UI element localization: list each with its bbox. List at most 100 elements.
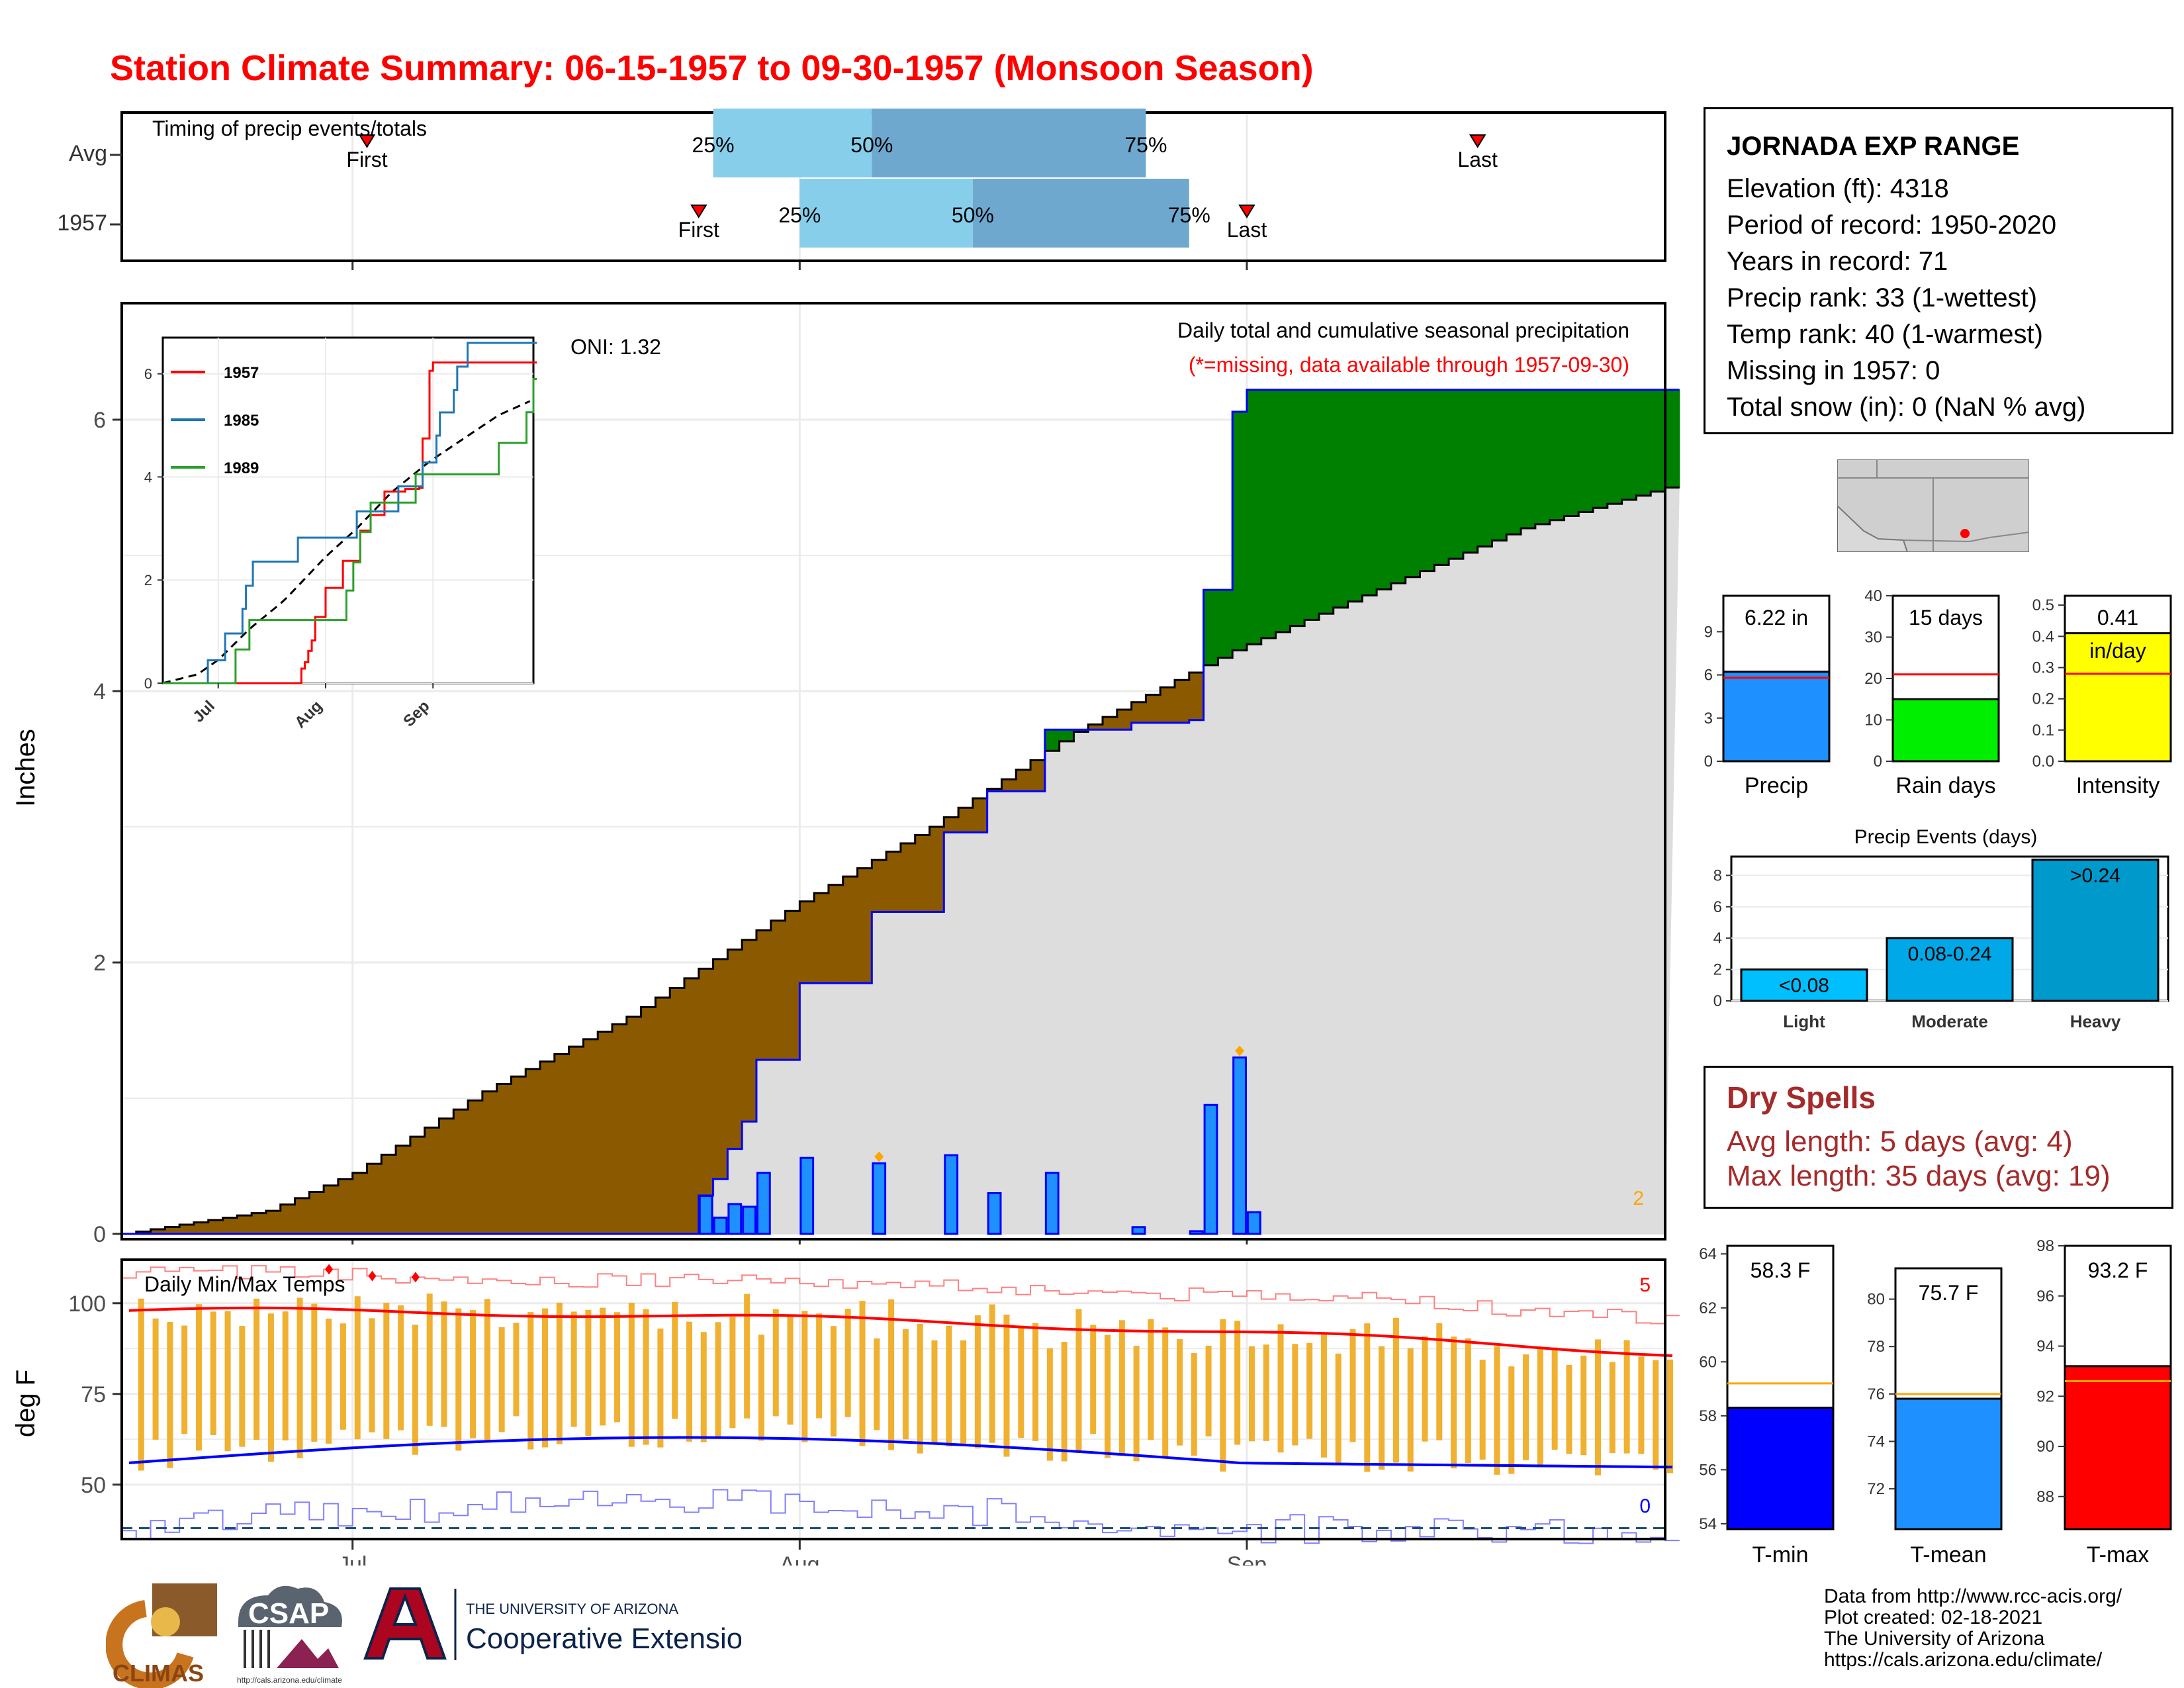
page-title: Station Climate Summary: 06-15-1957 to 0… bbox=[110, 48, 1314, 88]
temp-bottom-count: 0 bbox=[1639, 1495, 1651, 1517]
daily-temp-bar bbox=[210, 1311, 216, 1436]
daily-temp-bar bbox=[1551, 1347, 1558, 1450]
daily-temp-bar bbox=[700, 1332, 707, 1442]
summary-tick-label: 0.3 bbox=[2032, 659, 2054, 677]
summary-tick-label: 0 bbox=[1704, 753, 1713, 771]
deficit-band bbox=[324, 1185, 339, 1234]
timing-bars: 25% 50% 75% First Last 25% 50% 75% First Last bbox=[110, 109, 1498, 248]
daily-precip-bar bbox=[698, 1195, 713, 1235]
deficit-band bbox=[842, 876, 858, 984]
station-missing: Missing in 1957: 0 bbox=[1727, 356, 1940, 385]
avg-cumulative-line bbox=[122, 487, 1680, 1235]
deficit-band bbox=[684, 978, 700, 1234]
temp-summary-tick-label: 98 bbox=[2036, 1237, 2054, 1255]
deficit-band bbox=[886, 851, 901, 912]
daily-temp-bar bbox=[657, 1329, 664, 1448]
daily-temp-bar bbox=[946, 1325, 952, 1446]
daily-temp-bar bbox=[556, 1302, 563, 1444]
daily-temp-bar bbox=[570, 1311, 577, 1427]
daily-temp-bar bbox=[195, 1304, 202, 1451]
daily-temp-bar bbox=[152, 1318, 159, 1440]
deficit-band bbox=[785, 911, 800, 1060]
summary-bar bbox=[1891, 698, 2000, 763]
surplus-band bbox=[1564, 389, 1579, 516]
station-snow: Total snow (in): 0 (NaN % avg) bbox=[1727, 393, 2086, 422]
surplus-band bbox=[1362, 389, 1377, 596]
deficit-band bbox=[900, 843, 916, 912]
deficit-band bbox=[237, 1215, 252, 1234]
timing-last-marker bbox=[1238, 205, 1255, 218]
timing-row-avg: Avg bbox=[69, 141, 107, 166]
deficit-band bbox=[468, 1100, 483, 1234]
daily-temp-bar bbox=[888, 1299, 895, 1450]
deficit-band bbox=[872, 860, 887, 912]
daily-temp-bar bbox=[267, 1313, 274, 1462]
record-high-line bbox=[122, 1265, 1680, 1325]
deficit-band bbox=[569, 1047, 584, 1234]
summary-value: 0.41 bbox=[2097, 606, 2138, 630]
daily-temp-bar bbox=[686, 1321, 692, 1442]
temp-series bbox=[122, 1264, 1680, 1544]
daily-temp-bar bbox=[1162, 1327, 1169, 1457]
surplus-band bbox=[1405, 389, 1421, 577]
daily-temp-bar bbox=[859, 1301, 866, 1446]
deficit-band bbox=[583, 1039, 598, 1234]
summary-tick-label: 0 bbox=[1874, 753, 1882, 771]
deficit-band bbox=[525, 1068, 541, 1234]
precip-y-tick-label: 6 bbox=[93, 408, 106, 433]
summary-bars-group: 6.22 in 0 3 6 9 Precip 15 days 0 10 20 30 40 Rain da… bbox=[1704, 587, 2172, 798]
daily-temp-bar bbox=[1220, 1319, 1226, 1472]
deficit-band bbox=[251, 1213, 267, 1234]
temp-label: Daily Min/Max Temps bbox=[144, 1272, 345, 1296]
summary-tick-label: 0.1 bbox=[2032, 722, 2054, 739]
events-tick-label: 6 bbox=[1713, 898, 1722, 916]
inset-1985-line bbox=[163, 342, 537, 684]
deficit-band bbox=[1116, 709, 1132, 730]
daily-temp-bar bbox=[1306, 1342, 1313, 1439]
deficit-band bbox=[1030, 760, 1046, 792]
timing-pct-label: 50% bbox=[952, 203, 994, 227]
ua-a-mark bbox=[363, 1587, 447, 1660]
temp-summary-value: 75.7 F bbox=[1919, 1281, 1979, 1305]
events-tick-label: 4 bbox=[1713, 929, 1722, 947]
temp-summary-tick-label: 78 bbox=[1867, 1338, 1885, 1356]
surplus-band bbox=[1578, 389, 1594, 512]
surplus-band bbox=[1434, 389, 1449, 565]
precip-events-chart: Precip Events (days) 0 2 4 6 8 <0.08 Light 0.08… bbox=[1713, 826, 2169, 1031]
surplus-band bbox=[1290, 389, 1305, 626]
daily-temp-bar bbox=[1090, 1325, 1097, 1434]
deficit-band bbox=[756, 930, 772, 1060]
deficit-band bbox=[828, 884, 844, 984]
precip-y-tick-label: 0 bbox=[93, 1222, 106, 1244]
surplus-band bbox=[1275, 389, 1291, 632]
deficit-band bbox=[367, 1164, 382, 1234]
temp-y-ticks: 50 75 100 bbox=[68, 1291, 122, 1498]
precip-daily-bars bbox=[698, 1045, 1261, 1235]
station-info-panel: JORNADA EXP RANGE Elevation (ft): 4318 P… bbox=[1704, 107, 2173, 434]
inset-y-tick-label: 6 bbox=[144, 366, 152, 383]
avg-tmin-line bbox=[128, 1436, 1672, 1469]
daily-temp-bar bbox=[354, 1296, 361, 1440]
inset-legend-label: 1985 bbox=[224, 412, 259, 430]
daily-temp-bar bbox=[1205, 1345, 1212, 1436]
temp-summary-tick-label: 74 bbox=[1867, 1432, 1885, 1450]
dry-spells-max: Max length: 35 days (avg: 19) bbox=[1727, 1160, 2111, 1192]
deficit-band bbox=[295, 1198, 310, 1234]
climas-text: CLIMAS bbox=[113, 1660, 204, 1687]
daily-temp-bar bbox=[326, 1318, 332, 1444]
timing-quartile-upper bbox=[972, 179, 1189, 248]
daily-temp-bar bbox=[398, 1305, 404, 1430]
summary-tick-label: 40 bbox=[1864, 587, 1882, 605]
temp-y-tick-label: 50 bbox=[81, 1473, 106, 1498]
precip-corner-count: 2 bbox=[1633, 1188, 1644, 1209]
deficit-band bbox=[727, 949, 743, 1149]
daily-temp-bar bbox=[1609, 1362, 1615, 1454]
station-period: Period of record: 1950-2020 bbox=[1727, 211, 2057, 240]
temp-summary-tick-label: 88 bbox=[2036, 1488, 2054, 1506]
daily-temp-bar bbox=[1046, 1348, 1053, 1461]
surplus-band bbox=[1390, 389, 1406, 584]
csap-bars bbox=[244, 1630, 270, 1668]
daily-precip-bar bbox=[1189, 1230, 1204, 1235]
daily-temp-bar bbox=[383, 1303, 390, 1439]
